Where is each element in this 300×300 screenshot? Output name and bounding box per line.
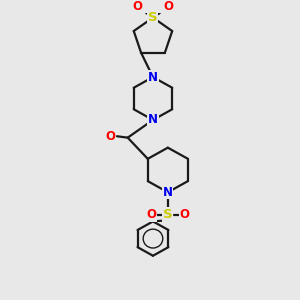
Text: O: O: [164, 0, 173, 13]
Text: O: O: [133, 0, 142, 13]
Text: S: S: [163, 208, 172, 221]
Text: O: O: [179, 208, 190, 221]
Text: N: N: [148, 70, 158, 84]
Text: S: S: [148, 11, 158, 24]
Text: N: N: [148, 113, 158, 126]
Text: N: N: [163, 186, 173, 199]
Text: O: O: [106, 130, 116, 143]
Text: O: O: [146, 208, 156, 221]
